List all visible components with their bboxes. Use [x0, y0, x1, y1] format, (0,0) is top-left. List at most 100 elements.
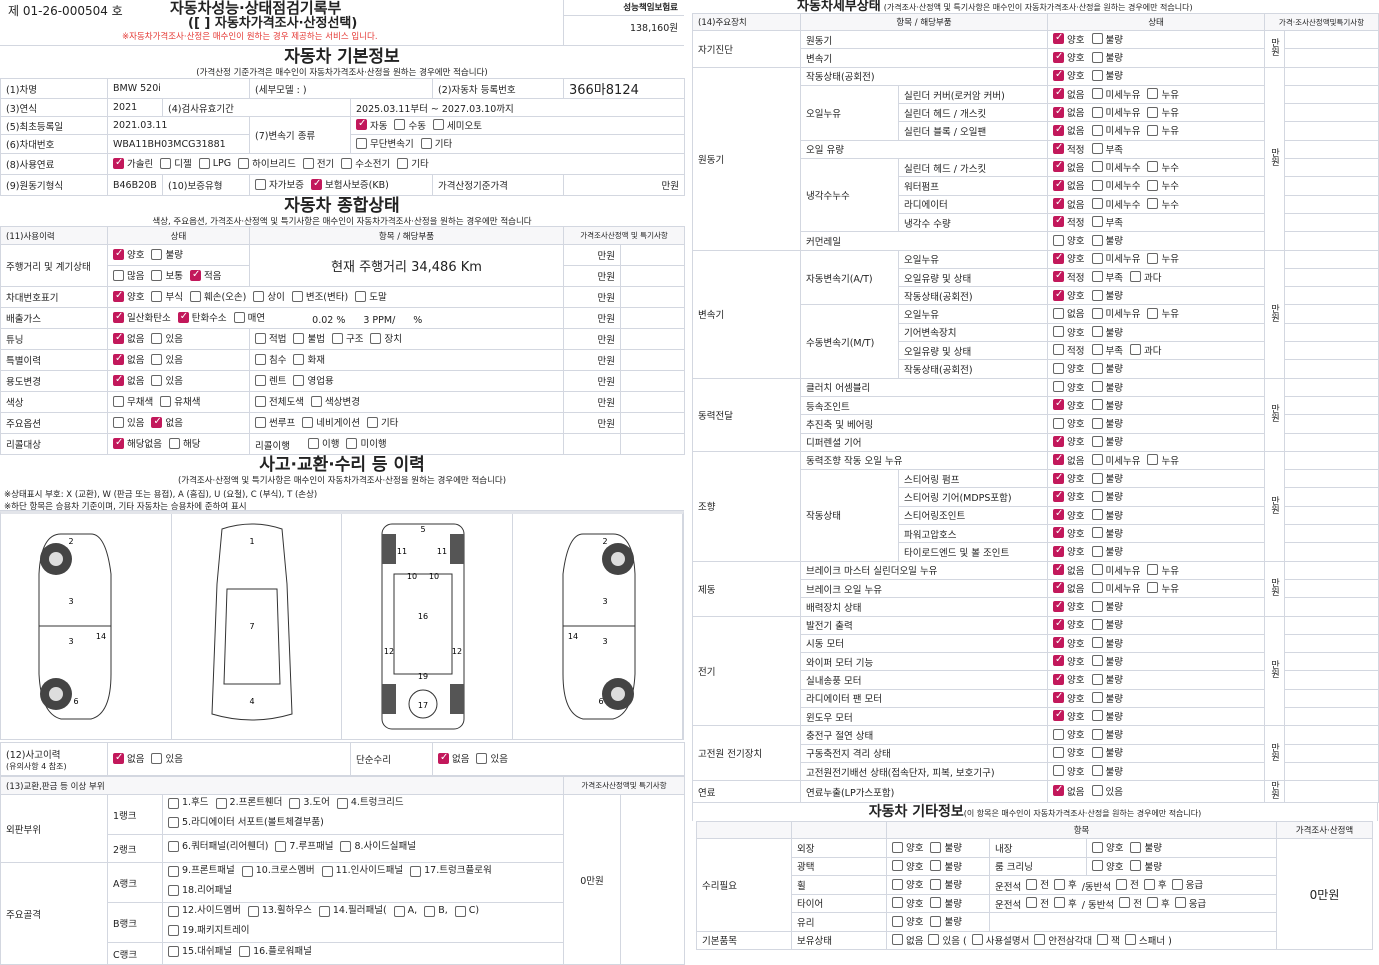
item-note[interactable] [1284, 450, 1379, 471]
item-note[interactable] [1284, 615, 1379, 635]
checked-checkbox-icon[interactable] [1053, 636, 1065, 649]
checkbox-option[interactable]: 양호 [1092, 840, 1123, 854]
checked-checkbox-icon[interactable] [1053, 398, 1065, 411]
checkbox-icon[interactable] [331, 332, 343, 344]
item-note[interactable] [1284, 121, 1379, 141]
checkbox-option[interactable]: 불량 [1091, 489, 1123, 503]
item-note[interactable] [1284, 341, 1379, 361]
checkbox-option[interactable]: 사용설명서 [971, 933, 1029, 947]
checkbox-icon[interactable] [971, 934, 983, 946]
checkbox-option[interactable]: 없음 [1053, 178, 1085, 192]
checkbox-icon[interactable] [1091, 307, 1103, 319]
checkbox-icon[interactable] [151, 269, 163, 281]
checkbox-icon[interactable] [1143, 878, 1155, 890]
checkbox-icon[interactable] [1053, 344, 1065, 356]
item-note[interactable] [1284, 743, 1379, 763]
checkbox-option[interactable]: 양호 [1053, 50, 1085, 64]
checkbox-option[interactable]: 응급 [1174, 896, 1206, 910]
checkbox-option[interactable]: 불량 [1091, 233, 1123, 247]
checkbox-option[interactable]: 불량 [1091, 672, 1123, 686]
status-note[interactable] [619, 370, 686, 392]
item-note[interactable] [1284, 578, 1379, 599]
checkbox-icon[interactable] [1091, 710, 1103, 722]
checkbox-icon[interactable] [1147, 179, 1159, 191]
checkbox-option[interactable]: A, [393, 904, 417, 920]
checkbox-icon[interactable] [394, 119, 406, 131]
checkbox-icon[interactable] [892, 878, 903, 890]
checkbox-option[interactable]: B, [424, 904, 448, 920]
checkbox-option[interactable]: 불량 [1091, 544, 1123, 558]
checkbox-option[interactable]: 세미오토 [432, 118, 482, 132]
checked-checkbox-icon[interactable] [113, 437, 124, 449]
checkbox-option[interactable]: 불량 [1091, 764, 1123, 778]
checkbox-option[interactable]: 전 [1119, 896, 1142, 910]
checkbox-icon[interactable] [1091, 88, 1103, 100]
checkbox-option[interactable]: 없음 [892, 933, 923, 947]
checkbox-icon[interactable] [1130, 860, 1142, 872]
checkbox-option[interactable]: 변조(변타) [291, 289, 348, 303]
checkbox-icon[interactable] [1174, 897, 1186, 909]
status-note[interactable] [619, 307, 686, 329]
checkbox-icon[interactable] [310, 395, 322, 407]
checkbox-option[interactable]: 이행 [307, 436, 339, 450]
checkbox-option[interactable]: 미세누유 [1091, 306, 1140, 320]
checkbox-option[interactable]: 디젤 [160, 156, 192, 170]
checkbox-icon[interactable] [930, 915, 942, 927]
item-note[interactable] [1284, 780, 1379, 804]
checkbox-option[interactable]: 양호 [1092, 859, 1123, 873]
checkbox-option[interactable]: 불량 [1091, 745, 1123, 759]
checkbox-icon[interactable] [1026, 878, 1038, 890]
checkbox-icon[interactable] [1091, 106, 1103, 118]
item-note[interactable] [1284, 432, 1379, 452]
checkbox-option[interactable]: 양호 [1053, 251, 1085, 265]
checkbox-icon[interactable] [321, 865, 333, 877]
checkbox-option[interactable]: 과다 [1129, 343, 1161, 357]
item-note[interactable] [1284, 103, 1379, 123]
checkbox-option[interactable]: 양호 [1053, 691, 1085, 705]
checkbox-option[interactable]: 미세누유 [1091, 563, 1140, 577]
checkbox-icon[interactable] [168, 797, 179, 809]
checkbox-option[interactable]: 누유 [1147, 563, 1179, 577]
checkbox-option[interactable]: 수소전기 [341, 156, 390, 170]
checkbox-option[interactable]: 수동 [394, 118, 426, 132]
checkbox-icon[interactable] [892, 897, 903, 909]
checked-checkbox-icon[interactable] [1053, 142, 1065, 155]
checkbox-icon[interactable] [113, 416, 124, 428]
checkbox-option[interactable]: 구조 [331, 331, 363, 345]
checkbox-option[interactable]: 과다 [1129, 270, 1161, 284]
checkbox-option[interactable]: 하이브리드 [238, 156, 296, 170]
status-note[interactable] [619, 349, 686, 371]
checkbox-option[interactable]: 누유 [1147, 87, 1179, 101]
checked-checkbox-icon[interactable] [1053, 472, 1065, 484]
item-note[interactable] [1284, 670, 1379, 690]
checkbox-option[interactable]: 불량 [1091, 471, 1123, 485]
item-note[interactable] [1284, 505, 1379, 526]
checkbox-icon[interactable] [1091, 179, 1103, 191]
mileage-note-1[interactable] [619, 244, 686, 266]
checkbox-option[interactable]: 18.리어패널 [168, 883, 232, 899]
checkbox-option[interactable]: 안전삼각대 [1034, 933, 1092, 947]
checkbox-option[interactable]: 없음 [1053, 581, 1085, 595]
checkbox-option[interactable]: 15.대쉬패널 [168, 944, 232, 960]
checkbox-option[interactable]: 4.트렁크리드 [336, 796, 404, 812]
checkbox-option[interactable]: 없음 [113, 331, 144, 345]
checkbox-icon[interactable] [1129, 271, 1141, 283]
checkbox-icon[interactable] [1053, 307, 1065, 319]
checked-checkbox-icon[interactable] [1053, 545, 1065, 557]
checkbox-option[interactable]: 장치 [370, 331, 402, 345]
checkbox-icon[interactable] [1091, 33, 1103, 45]
checkbox-icon[interactable] [1091, 454, 1103, 466]
checkbox-icon[interactable] [1053, 765, 1065, 777]
checkbox-option[interactable]: 14.필러패널( [318, 904, 387, 920]
checkbox-option[interactable]: 양호 [1053, 672, 1085, 686]
item-note[interactable] [1284, 542, 1379, 562]
item-note[interactable] [1284, 194, 1379, 214]
checkbox-icon[interactable] [1026, 897, 1038, 909]
checkbox-option[interactable]: 상이 [253, 289, 285, 303]
checked-checkbox-icon[interactable] [113, 332, 124, 344]
status-note[interactable] [619, 328, 686, 350]
item-note[interactable] [1284, 176, 1379, 196]
checkbox-option[interactable]: C) [454, 904, 479, 920]
checkbox-option[interactable]: 색상변경 [310, 394, 360, 408]
checkbox-icon[interactable] [1091, 289, 1103, 301]
